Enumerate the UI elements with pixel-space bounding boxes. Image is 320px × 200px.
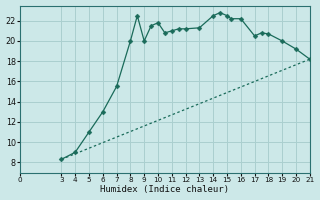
X-axis label: Humidex (Indice chaleur): Humidex (Indice chaleur) xyxy=(100,185,229,194)
